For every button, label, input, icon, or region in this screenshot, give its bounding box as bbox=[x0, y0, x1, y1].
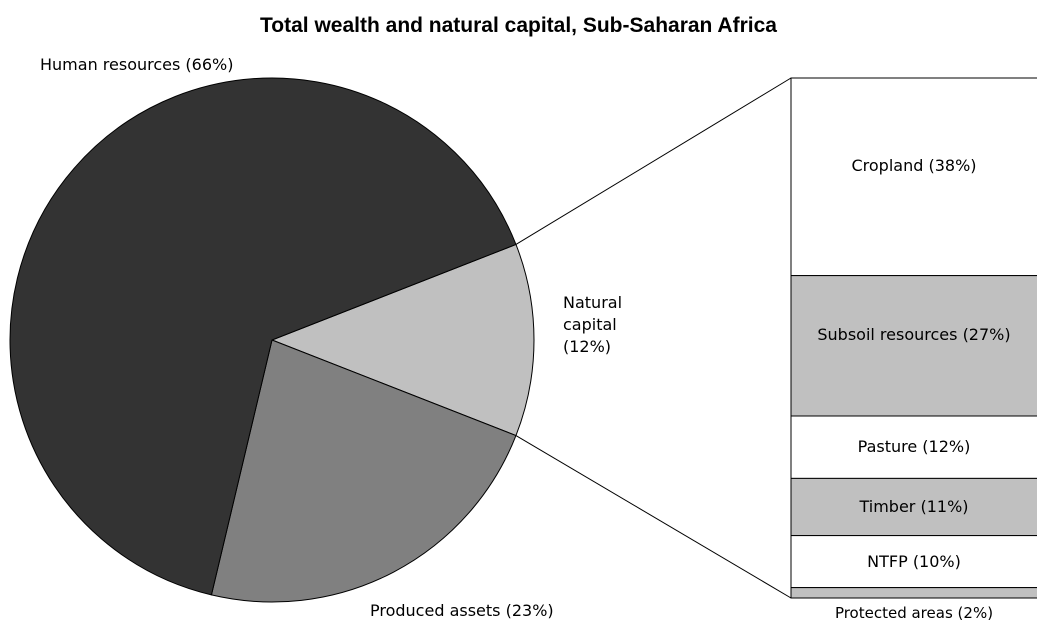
data-label: Produced assets (23%) bbox=[370, 600, 554, 622]
category-label: Subsoil resources bbox=[817, 324, 958, 344]
pie-slice bbox=[210, 339, 517, 603]
data-label: Human resources (66%) bbox=[40, 54, 233, 76]
value-label: (12%) bbox=[563, 337, 612, 356]
bar-segment bbox=[790, 77, 1037, 277]
value-label: (12%) bbox=[922, 437, 971, 457]
bar-segment bbox=[790, 587, 1037, 599]
value-label: (23%) bbox=[505, 601, 554, 620]
category-label: Pasture bbox=[857, 437, 918, 457]
category-label: Human resources bbox=[40, 55, 181, 74]
category-label: Cropland bbox=[851, 155, 924, 175]
chart-title: Total wealth and natural capital, Sub-Sa… bbox=[260, 14, 777, 37]
bar-segment bbox=[790, 275, 1037, 417]
connector bbox=[515, 435, 792, 599]
value-label: (11%) bbox=[920, 497, 969, 516]
bar-segment bbox=[790, 535, 1037, 589]
category-label: Protected areas bbox=[834, 604, 953, 622]
data-label: NTFP (10%) bbox=[811, 551, 1017, 573]
category-label: Natural capital bbox=[563, 293, 623, 334]
pie-slice bbox=[270, 243, 535, 437]
value-label: (10%) bbox=[912, 551, 961, 571]
bar-segment bbox=[790, 477, 1037, 537]
category-label: NTFP bbox=[867, 551, 908, 571]
category-label: Produced assets bbox=[370, 601, 501, 620]
data-label: Subsoil resources (27%) bbox=[811, 324, 1017, 346]
data-label: Timber (11%) bbox=[811, 496, 1017, 518]
data-label: Protected areas (2%) bbox=[791, 602, 1037, 624]
value-label: (2%) bbox=[957, 604, 994, 622]
data-label: Cropland (38%) bbox=[811, 155, 1017, 177]
bar-segment bbox=[790, 415, 1037, 479]
value-label: (38%) bbox=[928, 155, 977, 175]
data-label: Pasture (12%) bbox=[811, 436, 1017, 458]
value-label: (27%) bbox=[962, 324, 1011, 344]
pie-slice bbox=[9, 77, 517, 596]
data-label: Natural capital (12%) bbox=[563, 292, 653, 358]
value-label: (66%) bbox=[185, 55, 234, 74]
category-label: Timber bbox=[859, 497, 916, 516]
connector bbox=[515, 77, 792, 245]
